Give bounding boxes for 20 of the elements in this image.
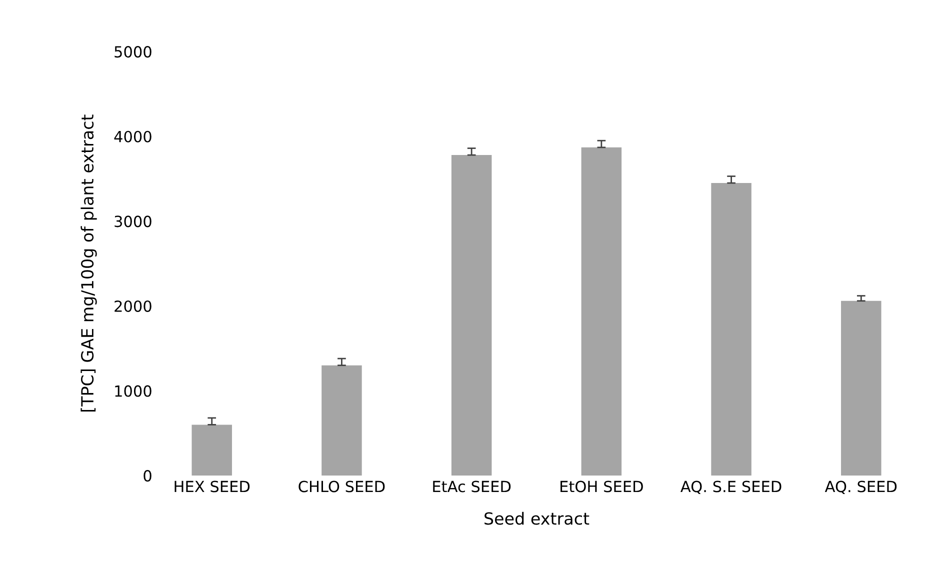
x-axis-title: Seed extract <box>484 512 590 525</box>
x-tick-label: CHLO SEED <box>298 480 385 492</box>
y-tick-label: 1000 <box>115 385 152 397</box>
x-tick-label: AQ. SEED <box>824 480 897 494</box>
x-tick-label: HEX SEED <box>174 480 250 492</box>
x-tick-label: EtAc SEED <box>433 480 511 492</box>
bar <box>711 183 752 476</box>
y-tick-label: 2000 <box>114 300 152 312</box>
y-axis-title: [TPC] GAE mg/100g of plant extract <box>80 114 97 412</box>
bar <box>581 147 622 476</box>
y-tick-label: 0 <box>144 470 152 482</box>
x-tick-label: AQ. S.E SEED <box>680 480 782 494</box>
y-tick-label: 5000 <box>114 46 152 58</box>
bar <box>841 300 882 476</box>
bar <box>322 365 362 476</box>
bar <box>192 424 232 476</box>
y-tick-label: 4000 <box>114 130 152 142</box>
y-tick-label: 3000 <box>114 216 152 228</box>
x-tick-label: EtOH SEED <box>560 480 643 492</box>
bar <box>451 155 492 476</box>
